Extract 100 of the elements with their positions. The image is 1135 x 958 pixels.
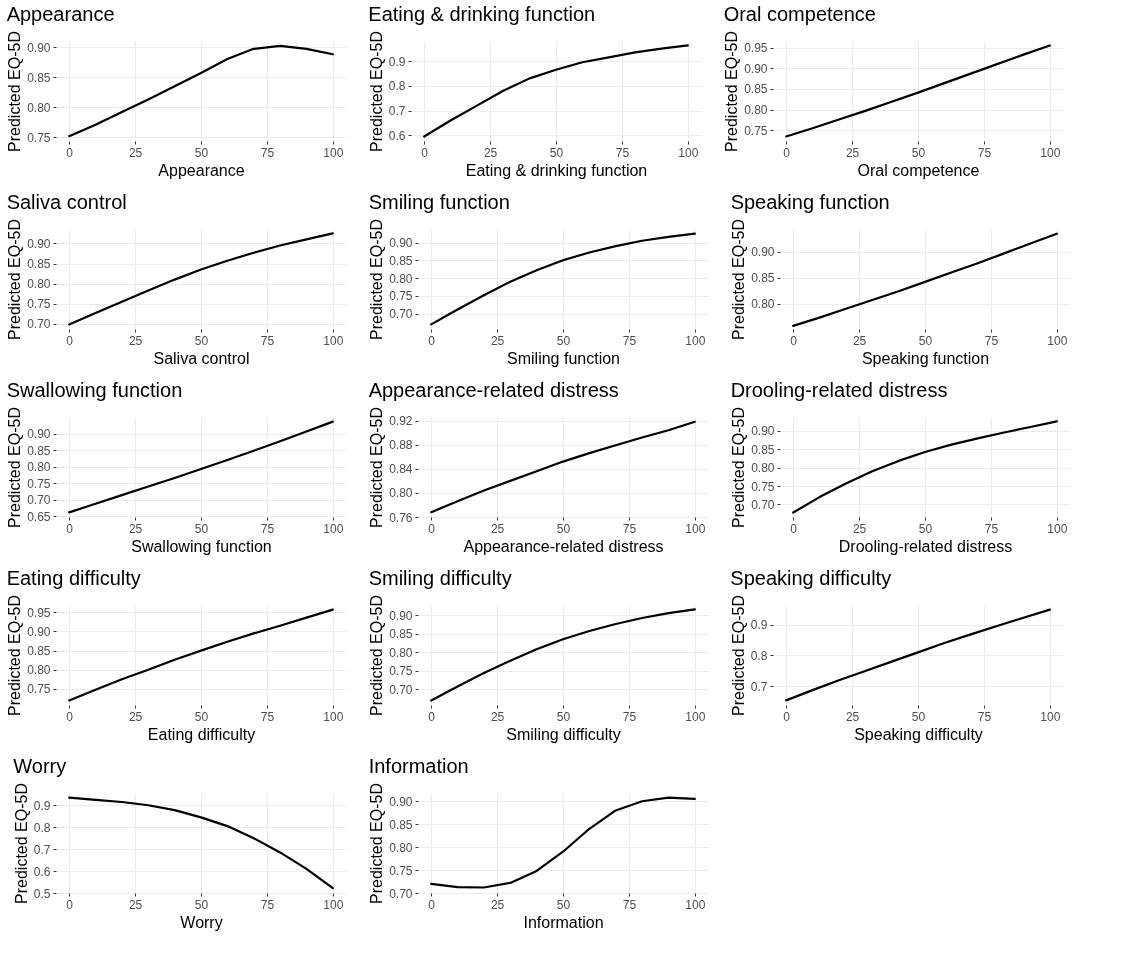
x-axis-title: Speaking function	[861, 349, 990, 367]
x-tick-label: 0	[66, 521, 74, 536]
line-series	[792, 232, 1058, 327]
x-tick-label: 25	[490, 521, 505, 536]
y-tick-label: 0.85	[27, 70, 51, 85]
y-tick-label: 0.70	[389, 682, 413, 697]
y-tick-label: 0.8	[750, 648, 768, 663]
y-tick-label: 0.8	[388, 79, 406, 94]
line-series	[792, 420, 1058, 514]
x-tick-label: 0	[790, 521, 798, 536]
x-tick-label: 50	[194, 897, 209, 912]
chart-title: Swallowing function	[6, 378, 183, 401]
x-tick-label: 25	[852, 333, 867, 348]
y-tick-label: 0.75	[27, 476, 51, 491]
x-tick-label: 100	[1040, 709, 1061, 724]
x-tick-label: 0	[428, 897, 436, 912]
y-tick-label: 0.75	[389, 664, 413, 679]
y-tick-label: 0.90	[27, 236, 51, 251]
x-tick-label: 25	[483, 145, 498, 160]
x-tick-label: 0	[783, 709, 791, 724]
y-axis-title: Predicted EQ-5D	[12, 783, 30, 904]
y-tick-label: 0.85	[27, 443, 51, 458]
chart-title: Appearance-related distress	[368, 378, 619, 401]
y-tick-label: 0.85	[389, 817, 413, 832]
chart-title: Appearance	[6, 2, 115, 25]
x-axis-title: Appearance	[158, 161, 245, 179]
x-tick-label: 100	[323, 333, 344, 348]
x-tick-label: 0	[428, 521, 436, 536]
x-axis-title: Smiling function	[507, 349, 620, 367]
y-tick-label: 0.95	[27, 605, 51, 620]
x-tick-label: 75	[977, 145, 992, 160]
y-tick-label: 0.88	[389, 438, 413, 453]
chart-title: Saliva control	[6, 190, 127, 213]
x-tick-label: 75	[260, 709, 275, 724]
y-tick-label: 0.90	[27, 40, 51, 55]
x-axis-title: Appearance-related distress	[463, 537, 664, 555]
y-tick-label: 0.85	[744, 82, 768, 97]
y-tick-label: 0.90	[27, 427, 51, 442]
y-axis-title: Predicted EQ-5D	[368, 595, 386, 716]
x-tick-label: 100	[685, 709, 706, 724]
x-tick-label: 25	[128, 709, 143, 724]
y-tick-label: 0.95	[744, 41, 768, 56]
x-tick-label: 50	[556, 709, 571, 724]
x-tick-label: 100	[685, 897, 706, 912]
y-axis-title: Predicted EQ-5D	[6, 31, 24, 152]
y-tick-label: 0.5	[33, 886, 51, 901]
y-tick-label: 0.9	[33, 798, 51, 813]
y-tick-label: 0.80	[27, 277, 51, 292]
line-series	[68, 608, 334, 702]
y-tick-label: 0.9	[750, 618, 768, 632]
x-tick-label: 0	[783, 145, 791, 160]
y-tick-label: 0.65	[27, 509, 51, 524]
y-axis-title: Predicted EQ-5D	[368, 783, 386, 904]
y-tick-label: 0.6	[33, 864, 51, 879]
y-tick-label: 0.80	[27, 100, 51, 115]
y-tick-label: 0.75	[27, 130, 51, 145]
chart-title: Oral competence	[723, 2, 876, 25]
y-tick-label: 0.7	[33, 842, 51, 857]
x-tick-label: 100	[323, 897, 344, 912]
y-tick-label: 0.80	[751, 461, 775, 476]
x-tick-label: 50	[549, 145, 564, 160]
line-series	[430, 232, 696, 326]
x-tick-label: 100	[685, 521, 706, 536]
x-tick-label: 50	[194, 521, 209, 536]
x-tick-label: 0	[421, 145, 429, 160]
y-tick-label: 0.80	[744, 103, 768, 118]
x-tick-label: 75	[615, 145, 630, 160]
y-axis-title: Predicted EQ-5D	[723, 31, 741, 152]
chart-title: Speaking difficulty	[730, 566, 892, 589]
x-tick-label: 100	[685, 333, 706, 348]
x-tick-label: 100	[1040, 145, 1061, 160]
x-tick-label: 25	[490, 333, 505, 348]
y-axis-title: Predicted EQ-5D	[6, 219, 24, 340]
line-series	[785, 44, 1051, 138]
x-tick-label: 25	[845, 709, 860, 724]
x-tick-label: 0	[66, 897, 74, 912]
line-series	[68, 44, 334, 138]
y-tick-label: 0.70	[751, 497, 775, 512]
x-axis-title: Saliva control	[153, 349, 250, 367]
chart-title: Eating difficulty	[6, 566, 141, 589]
y-axis-title: Predicted EQ-5D	[368, 407, 386, 528]
y-tick-label: 0.80	[389, 486, 413, 501]
x-axis-title: Eating difficulty	[147, 725, 256, 743]
y-axis-title: Predicted EQ-5D	[729, 595, 747, 716]
y-tick-label: 0.7	[750, 679, 768, 694]
y-tick-label: 0.90	[389, 236, 413, 251]
y-tick-label: 0.70	[389, 886, 413, 901]
chart-title: Smiling difficulty	[368, 566, 512, 589]
x-tick-label: 100	[1047, 333, 1068, 348]
x-tick-label: 100	[323, 145, 344, 160]
y-tick-label: 0.84	[389, 462, 413, 477]
y-tick-label: 0.80	[751, 297, 775, 312]
x-tick-label: 0	[428, 333, 436, 348]
y-tick-label: 0.7	[388, 104, 406, 119]
y-tick-label: 0.90	[751, 245, 775, 260]
y-tick-label: 0.90	[27, 624, 51, 639]
y-axis-title: Predicted EQ-5D	[730, 407, 748, 528]
y-tick-label: 0.70	[27, 493, 51, 508]
chart-title: Information	[368, 754, 469, 777]
y-tick-label: 0.90	[744, 61, 768, 76]
